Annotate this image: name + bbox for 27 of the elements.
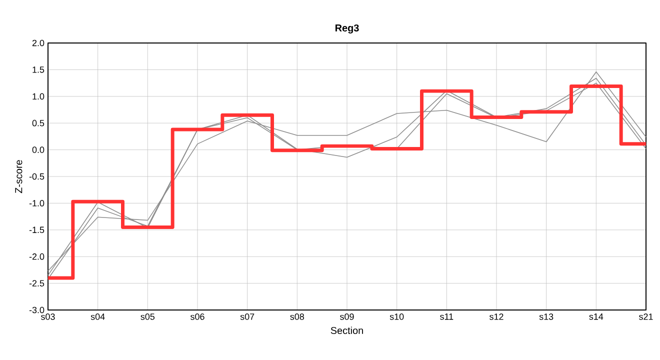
y-axis-title: Z-score: [15, 160, 22, 194]
y-tick-label: -2.0: [29, 253, 44, 260]
x-tick-label: s09: [340, 314, 354, 320]
x-tick-label: s14: [589, 314, 604, 320]
x-tick-label: s12: [490, 314, 504, 320]
x-tick-label: s03: [41, 314, 55, 320]
y-tick-label: -2.5: [29, 280, 44, 286]
x-tick-label: s21: [639, 314, 653, 320]
y-tick-label: -3.0: [29, 306, 44, 314]
x-tick-label: s04: [90, 314, 105, 320]
y-tick-label: 0.5: [32, 120, 44, 126]
x-tick-label: s08: [290, 314, 304, 320]
y-tick-label: 2.0: [32, 40, 44, 46]
x-tick-label: s06: [190, 314, 204, 320]
x-tick-label: s13: [539, 314, 554, 320]
y-tick-label: -1.5: [29, 226, 44, 234]
x-tick-label: s10: [390, 314, 404, 320]
x-tick-label: s07: [240, 314, 254, 320]
x-axis-title: Section: [330, 326, 363, 334]
y-tick-label: 1.5: [32, 66, 44, 73]
y-tick-label: -1.0: [29, 200, 44, 206]
y-tick-label: -0.5: [29, 173, 44, 180]
x-tick-label: s05: [140, 314, 155, 320]
x-tick-label: s11: [440, 314, 454, 320]
chart-title: Reg3: [335, 24, 359, 34]
y-tick-label: 0.0: [32, 146, 44, 153]
y-tick-label: 1.0: [32, 93, 44, 100]
